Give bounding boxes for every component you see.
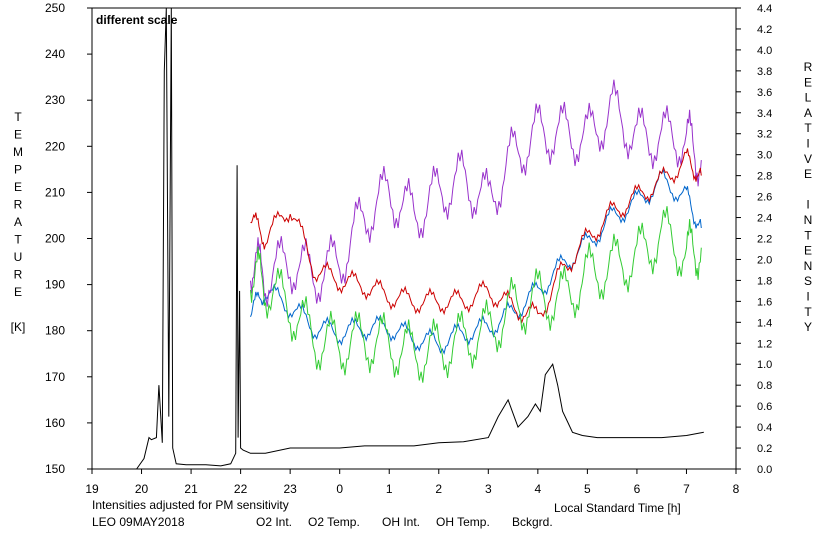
y-right-label-letter: T	[804, 305, 812, 319]
y-left-tick-label: 160	[45, 416, 65, 430]
y-right-label-letter: R	[804, 60, 813, 74]
y-left-label-letter: U	[14, 250, 23, 264]
y-left-tick-label: 150	[45, 462, 65, 476]
y-left-label-letter: E	[14, 128, 22, 142]
y-left-label-letter: [K]	[11, 320, 26, 334]
y-right-label-letter: I	[806, 198, 809, 212]
axes-layer: 19 20 21 22 23 0 1 2 3 4 5 6 7 8150160170180190200210…	[45, 1, 772, 496]
y-right-label-letter: I	[806, 290, 809, 304]
x-tick-label: 20	[135, 482, 149, 496]
legend: O2 Int. O2 Temp. OH Int. OH Temp. Bckgrd.	[256, 515, 553, 529]
x-tick-label: 5	[584, 482, 591, 496]
y-right-label-letter: L	[805, 91, 812, 105]
y-right-tick-label: 1.4	[757, 317, 772, 329]
y-right-tick-label: 2.4	[757, 213, 772, 225]
x-tick-label: 0	[336, 482, 343, 496]
x-tick-label: 21	[184, 482, 198, 496]
x-axis-label: Local Standard Time [h]	[554, 501, 681, 515]
y-right-label-letter: S	[804, 274, 812, 288]
y-right-tick-label: 0.2	[757, 443, 772, 455]
y-right-label-letter: V	[804, 152, 812, 166]
y-right-tick-label: 1.6	[757, 296, 772, 308]
series-line-o2-int	[250, 168, 702, 355]
y-right-tick-label: 3.2	[757, 129, 772, 141]
y-left-tick-label: 240	[45, 47, 65, 61]
series-line-oh-int	[250, 148, 702, 324]
y-left-label-letter: E	[14, 180, 22, 194]
y-right-tick-label: 3.0	[757, 150, 772, 162]
y-right-tick-label: 2.0	[757, 254, 772, 266]
y-right-tick-label: 2.8	[757, 171, 772, 183]
y-right-label-letter: T	[804, 228, 812, 242]
x-tick-label: 8	[733, 482, 740, 496]
y-left-label-letter: T	[14, 233, 22, 247]
y-left-tick-label: 210	[45, 185, 65, 199]
y-right-label-letter: N	[804, 213, 813, 227]
y-left-label-letter: A	[14, 215, 22, 229]
y-right-tick-label: 1.8	[757, 275, 772, 287]
y-right-tick-label: 4.4	[757, 3, 772, 15]
y-right-label-letter: T	[804, 121, 812, 135]
y-left-label-letter: P	[14, 163, 22, 177]
x-tick-label: 6	[634, 482, 641, 496]
legend-entry: OH Temp.	[436, 515, 490, 529]
y-right-label-letter: E	[804, 75, 812, 89]
plot-frame	[91, 7, 737, 470]
y-left-label-letter: T	[14, 110, 22, 124]
y-left-label-letter: R	[14, 268, 23, 282]
series-line-bckgrd	[136, 7, 704, 470]
pm-note: Intensities adjusted for PM sensitivity	[92, 498, 289, 512]
y-left-tick-label: 180	[45, 324, 65, 338]
y-left-tick-label: 200	[45, 232, 65, 246]
y-right-tick-label: 0.0	[757, 464, 772, 476]
series-line-oh-temp	[250, 206, 702, 383]
y-left-tick-label: 250	[45, 1, 65, 15]
y-right-tick-label: 0.4	[757, 422, 772, 434]
x-tick-label: 4	[535, 482, 542, 496]
legend-entry: O2 Temp.	[308, 515, 360, 529]
y-right-tick-label: 4.2	[757, 24, 772, 36]
y-right-label-letter: I	[806, 137, 809, 151]
x-tick-label: 2	[435, 482, 442, 496]
y-right-tick-label: 2.2	[757, 234, 772, 246]
x-tick-label: 7	[683, 482, 690, 496]
y-left-label-letter: E	[14, 285, 22, 299]
y-right-label-letter: E	[804, 244, 812, 258]
y-left-tick-label: 190	[45, 278, 65, 292]
y-right-label-letter: A	[804, 106, 812, 120]
y-right-tick-label: 0.6	[757, 401, 772, 413]
y-right-label-letter: N	[804, 259, 813, 273]
y-right-tick-label: 1.0	[757, 359, 772, 371]
x-tick-label: 1	[386, 482, 393, 496]
x-tick-label: 19	[85, 482, 99, 496]
label-layer: different scale Local Standard Time [h] …	[11, 13, 813, 529]
legend-entry: O2 Int.	[256, 515, 292, 529]
annotation-text: different scale	[96, 13, 178, 27]
y-right-label-letter: Y	[804, 320, 812, 334]
y-left-tick-label: 230	[45, 93, 65, 107]
y-right-tick-label: 2.6	[757, 192, 772, 204]
y-right-label-letter: E	[804, 167, 812, 181]
y-right-tick-label: 1.2	[757, 338, 772, 350]
y-left-tick-label: 220	[45, 139, 65, 153]
y-left-label-letter: M	[13, 145, 23, 159]
legend-entry: OH Int.	[382, 515, 420, 529]
series-layer	[136, 7, 704, 470]
y-right-tick-label: 3.4	[757, 108, 772, 120]
x-tick-label: 3	[485, 482, 492, 496]
y-right-tick-label: 4.0	[757, 45, 772, 57]
station-label: LEO 09MAY2018	[92, 515, 185, 529]
y-left-tick-label: 170	[45, 370, 65, 384]
series-line-o2-temp	[250, 79, 702, 307]
y-left-label-letter: R	[14, 198, 23, 212]
y-right-tick-label: 0.8	[757, 380, 772, 392]
x-tick-label: 23	[283, 482, 297, 496]
y-right-tick-label: 3.6	[757, 87, 772, 99]
y-right-tick-label: 3.8	[757, 66, 772, 78]
x-tick-label: 22	[234, 482, 248, 496]
legend-entry: Bckgrd.	[512, 515, 553, 529]
